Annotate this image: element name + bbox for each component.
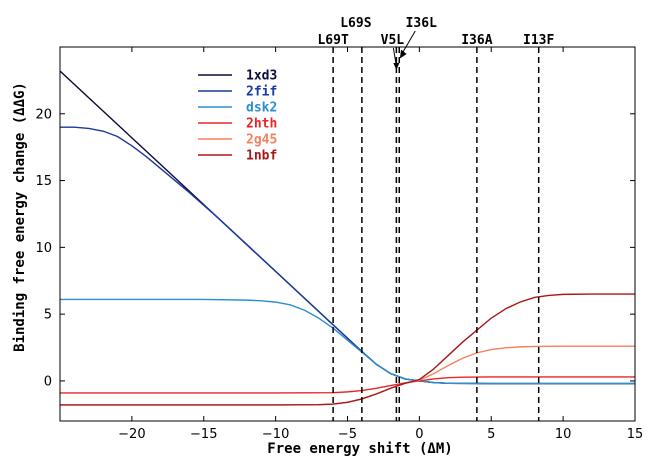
x-tick-label: 5 <box>487 427 495 442</box>
marker-label-I13F: I13F <box>523 33 554 48</box>
marker-label-V5L: V5L <box>381 33 405 48</box>
y-axis-label: Binding free energy change (ΔΔG) <box>12 82 28 352</box>
legend-label-2g45: 2g45 <box>246 133 277 148</box>
y-tick-label: 0 <box>44 374 52 389</box>
annotation-arrow-I36L <box>400 30 416 56</box>
series-line-2fif <box>60 126 635 385</box>
series-line-2hth <box>60 376 635 394</box>
marker-label-I36A: I36A <box>461 33 492 48</box>
marker-label-L69T: L69T <box>317 33 348 48</box>
legend-label-dsk2: dsk2 <box>246 101 277 116</box>
series-line-1xd3 <box>60 70 635 385</box>
x-tick-label: −5 <box>338 427 357 442</box>
annotation-arrowhead-I36L <box>399 49 407 59</box>
x-tick-label: −10 <box>262 427 289 442</box>
plot-frame <box>59 46 636 422</box>
x-tick-label: 0 <box>415 427 423 442</box>
x-tick-label: −20 <box>118 427 145 442</box>
legend-label-2fif: 2fif <box>246 85 277 100</box>
y-tick-label: 10 <box>35 241 52 256</box>
x-tick-label: −15 <box>190 427 217 442</box>
series-layer <box>60 70 635 406</box>
x-tick-label: 15 <box>627 427 644 442</box>
series-line-dsk2 <box>60 298 635 385</box>
series-line-1nbf <box>60 293 635 406</box>
x-tick-label: 10 <box>555 427 572 442</box>
legend-label-2hth: 2hth <box>246 117 277 132</box>
y-tick-label: 5 <box>44 308 52 323</box>
series-line-2g45 <box>60 345 635 406</box>
y-tick-label: 15 <box>35 174 52 189</box>
legend-label-1xd3: 1xd3 <box>246 69 277 84</box>
axes: −20 −15 −10 −5 0 5 10 15 0 5 10 15 20 <box>35 46 644 442</box>
legend-label-1nbf: 1nbf <box>246 149 277 164</box>
annotation-arrowhead-V5L <box>393 63 400 70</box>
y-tick-label: 20 <box>35 107 52 122</box>
marker-label-L69S: L69S <box>340 16 371 31</box>
marker-label-I36L: I36L <box>406 16 437 31</box>
x-axis-label: Free energy shift (ΔM) <box>267 441 452 457</box>
